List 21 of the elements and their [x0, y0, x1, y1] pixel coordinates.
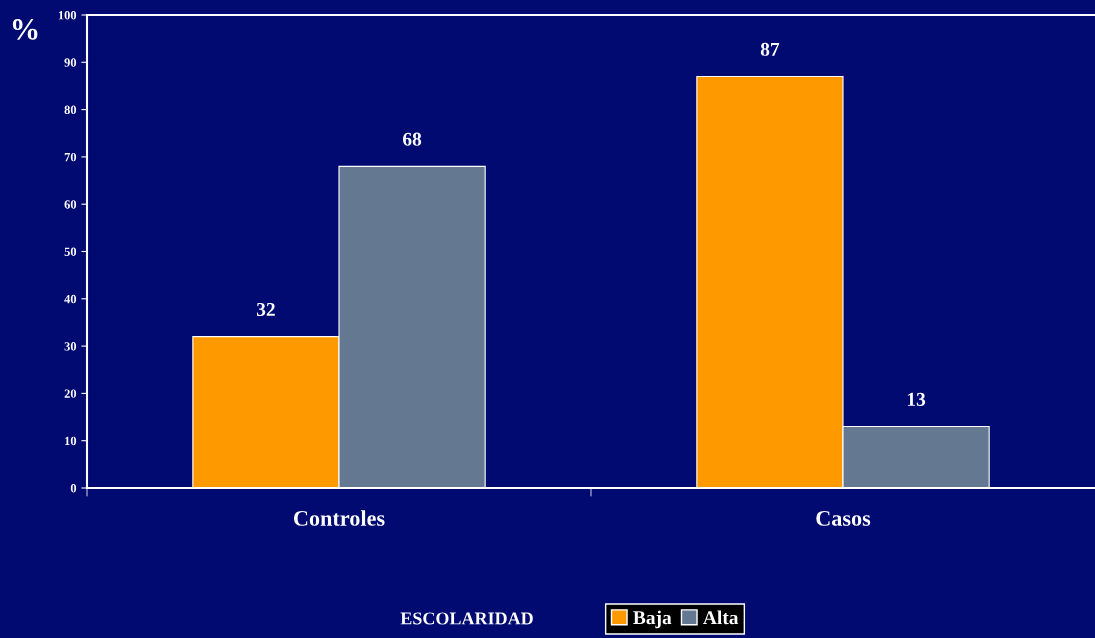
y-tick-label: 0 [70, 484, 77, 493]
y-tick-label: 20 [64, 389, 77, 398]
data-label: 32 [256, 302, 275, 317]
x-tick-label: Casos [816, 510, 871, 526]
data-label: 13 [907, 392, 926, 406]
data-label: 68 [403, 132, 422, 146]
y-tick-label: 100 [58, 11, 77, 20]
y-tick-label: 50 [64, 247, 77, 256]
legend-title: ESCOLARIDAD [400, 612, 533, 625]
y-tick-label: 60 [64, 200, 77, 209]
legend-label: Baja [633, 610, 672, 629]
legend-label: Alta [703, 610, 739, 625]
x-tick-label: Controles [293, 510, 385, 526]
y-axis-title: % [12, 19, 38, 40]
y-tick-label: 70 [64, 152, 77, 162]
data-label: 87 [760, 42, 780, 56]
y-tick-label: 10 [65, 436, 77, 446]
y-tick-label: 90 [64, 58, 77, 67]
y-tick-label: 30 [64, 342, 77, 351]
y-tick-label: 80 [64, 105, 77, 115]
y-tick-label: 40 [64, 294, 77, 304]
